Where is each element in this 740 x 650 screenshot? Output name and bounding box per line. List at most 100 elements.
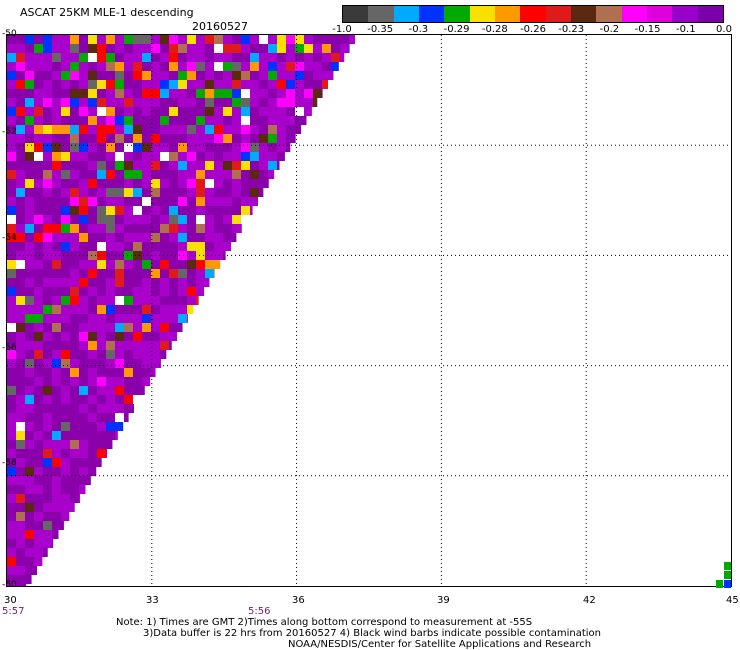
colorbar-swatch — [672, 6, 698, 22]
swath-cell — [232, 62, 241, 71]
swath-cell — [70, 287, 79, 296]
swath-cell — [205, 107, 214, 116]
swath-cell — [133, 404, 135, 413]
swath-cell — [169, 71, 178, 80]
swath-cell — [331, 44, 340, 53]
swath-cell — [61, 332, 70, 341]
swath-cell — [34, 53, 43, 62]
swath-cell — [124, 413, 129, 422]
swath-cell — [25, 521, 34, 530]
swath-cell — [97, 89, 106, 98]
swath-cell — [133, 386, 142, 395]
swath-cell — [16, 80, 25, 89]
swath-cell — [133, 377, 142, 386]
swath-cell — [178, 242, 187, 251]
swath-cell — [43, 71, 52, 80]
swath-cell — [187, 35, 196, 44]
swath-cell — [16, 71, 25, 80]
swath-cell — [61, 161, 70, 170]
swath-cell — [106, 152, 115, 161]
swath-cell — [52, 287, 61, 296]
swath-cell — [88, 35, 97, 44]
swath-cell — [142, 269, 151, 278]
swath-cell — [169, 260, 178, 269]
swath-cell — [88, 125, 97, 134]
swath-cell — [196, 179, 205, 188]
swath-cell — [106, 332, 115, 341]
swath-cell — [25, 98, 34, 107]
swath-cell — [259, 71, 268, 80]
swath-cell — [70, 44, 79, 53]
swath-cell — [16, 260, 25, 269]
swath-cell — [232, 98, 241, 107]
swath-cell — [25, 332, 34, 341]
swath-cell — [88, 53, 97, 62]
swath-cell — [43, 359, 52, 368]
swath-cell — [52, 170, 61, 179]
swath-cell — [106, 179, 115, 188]
swath-cell — [70, 233, 79, 242]
swath-cell — [34, 350, 43, 359]
swath-cell — [115, 134, 124, 143]
swath-cell — [133, 278, 142, 287]
swath-cell — [79, 332, 88, 341]
swath-cell — [169, 206, 178, 215]
swath-cell — [97, 260, 106, 269]
swath-cell — [151, 35, 160, 44]
swath-cell — [16, 449, 25, 458]
swath-cell — [151, 305, 160, 314]
swath-cell — [43, 206, 52, 215]
swath-cell — [115, 44, 124, 53]
swath-cell — [7, 260, 16, 269]
swath-cell — [133, 116, 142, 125]
swath-cell — [304, 71, 313, 80]
swath-cell — [25, 422, 34, 431]
colorbar-swatch — [545, 6, 571, 22]
swath-cell — [115, 233, 124, 242]
swath-cell — [232, 116, 241, 125]
swath-cell — [196, 251, 205, 260]
swath-cell — [25, 161, 34, 170]
swath-cell — [43, 422, 52, 431]
swath-cell — [178, 179, 187, 188]
swath-cell — [7, 107, 16, 116]
swath-cell — [106, 89, 115, 98]
swath-cell — [79, 233, 88, 242]
swath-cell — [88, 431, 97, 440]
swath-cell — [250, 98, 259, 107]
swath-cell — [97, 80, 106, 89]
swath-cell — [304, 116, 307, 125]
swath-cell — [79, 395, 88, 404]
swath-cell — [151, 296, 160, 305]
swath-cell — [7, 224, 16, 233]
swath-cell — [52, 179, 61, 188]
swath-cell — [7, 350, 16, 359]
swath-cell — [16, 512, 25, 521]
swath-cell — [133, 269, 142, 278]
swath-cell — [16, 161, 25, 170]
swath-cell — [61, 242, 70, 251]
swath-cell — [88, 224, 97, 233]
swath-cell — [151, 359, 160, 368]
swath-cell — [34, 125, 43, 134]
swath-cell — [160, 278, 169, 287]
swath-cell — [34, 377, 43, 386]
swath-cell — [205, 98, 214, 107]
swath-cell — [52, 305, 61, 314]
swath-cell — [61, 44, 70, 53]
swath-cell — [34, 170, 43, 179]
swath-cell — [151, 170, 160, 179]
swath-cell — [61, 53, 70, 62]
swath-cell — [268, 44, 277, 53]
swath-cell — [43, 98, 52, 107]
swath-cell — [34, 134, 43, 143]
swath-cell — [295, 107, 304, 116]
swath-cell — [34, 467, 43, 476]
swath-cell — [223, 143, 232, 152]
swath-cell — [79, 458, 88, 467]
swath-cell — [16, 440, 25, 449]
swath-cell — [178, 278, 187, 287]
swath-cell — [88, 440, 97, 449]
swath-cell — [277, 107, 286, 116]
swath-cell — [70, 62, 79, 71]
